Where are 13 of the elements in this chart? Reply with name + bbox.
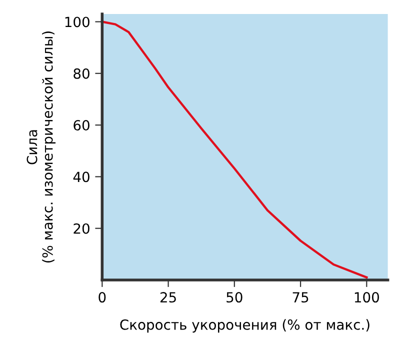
x-axis-title: Скорость укорочения (% от макс.)	[120, 319, 370, 333]
y-axis-title: Сила (% макс. изометрической силы)	[26, 32, 56, 262]
x-tick-label: 50	[226, 292, 242, 303]
y-tick-label: 100	[65, 16, 90, 28]
x-tick-label: 75	[292, 292, 308, 303]
y-tick-label: 80	[74, 68, 90, 79]
x-tick-label: 0	[98, 292, 106, 303]
x-tick-label: 25	[160, 292, 176, 303]
y-tick-label: 40	[73, 172, 90, 182]
x-tick-label: 100	[354, 292, 379, 303]
y-tick-label: 60	[74, 120, 90, 131]
y-tick-label: 20	[74, 223, 90, 234]
line-series	[102, 20, 368, 279]
